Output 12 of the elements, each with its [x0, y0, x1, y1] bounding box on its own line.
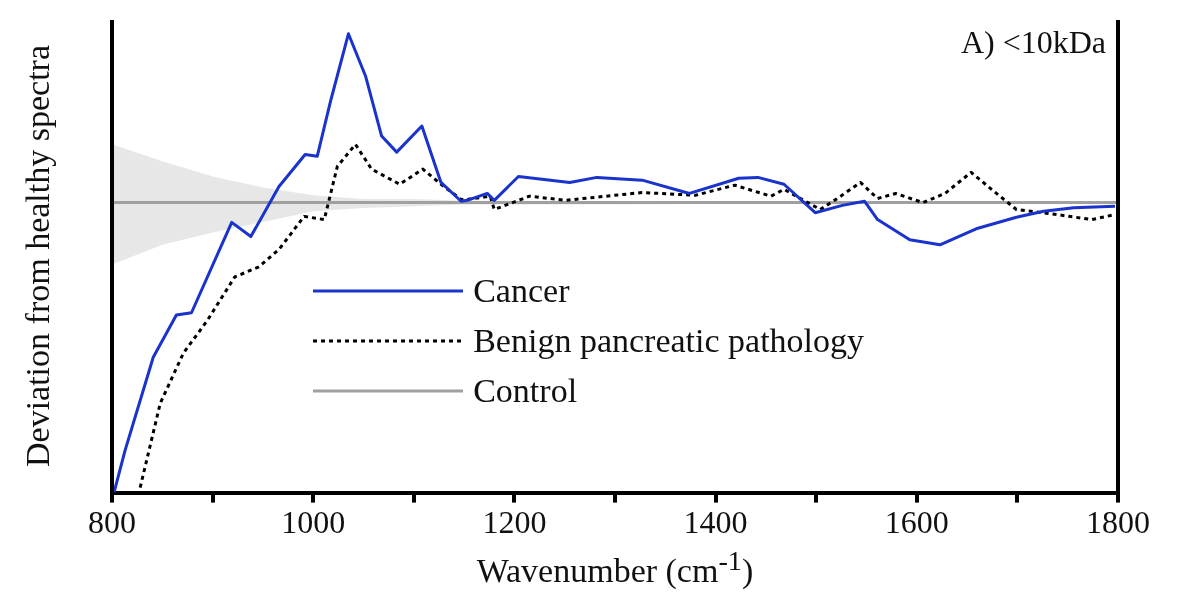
legend-label: Cancer	[473, 271, 570, 310]
x-tick-label: 1000	[281, 504, 346, 541]
x-tick-label: 800	[88, 504, 136, 541]
x-axis-title: Wavenumber (cm$^{-1}$)	[476, 545, 754, 591]
x-tick-label: 1800	[1086, 504, 1150, 541]
legend-label: Control	[473, 371, 578, 410]
y-axis-title: Deviation from healthy spectra	[19, 45, 57, 468]
annotation: A) <10kDa	[960, 24, 1106, 61]
x-tick-label: 1600	[884, 504, 949, 541]
x-tick-label: 1200	[482, 504, 547, 541]
legend-label: Benign pancreatic pathology	[473, 321, 865, 360]
x-tick-label: 1400	[683, 504, 748, 541]
